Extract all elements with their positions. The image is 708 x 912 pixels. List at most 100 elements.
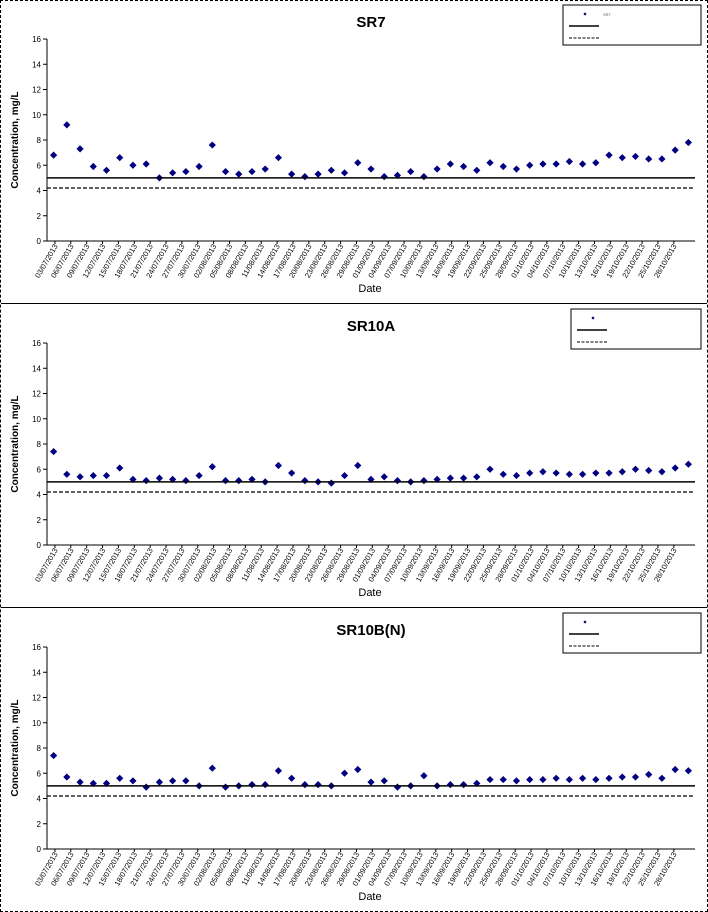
- data-point-diamond: [473, 473, 481, 481]
- data-point-diamond: [671, 765, 679, 774]
- data-point-diamond: [605, 774, 613, 782]
- legend-marker-diamond: [583, 12, 587, 16]
- data-point-diamond: [605, 151, 613, 159]
- data-point-diamond: [578, 774, 587, 782]
- data-point-diamond: [578, 470, 587, 478]
- y-axis-label: Concentration, mg/L: [10, 699, 21, 796]
- data-point-diamond: [631, 152, 640, 161]
- data-point-diamond: [539, 775, 547, 784]
- data-point-diamond: [50, 447, 58, 456]
- y-tick-label: 10: [32, 415, 41, 424]
- data-point-diamond: [116, 464, 124, 472]
- data-point-diamond: [552, 469, 560, 477]
- data-point-diamond: [221, 477, 230, 485]
- data-point-diamond: [288, 170, 296, 178]
- y-tick-label: 0: [37, 237, 42, 246]
- data-point-diamond: [526, 775, 534, 784]
- chart-panel-sr7: SR7 0 2 4 6 8 10 12 14 16 Concentration, mg/L 03/07…: [1, 1, 707, 303]
- data-point-diamond: [367, 165, 375, 173]
- data-point-diamond: [155, 474, 164, 482]
- y-tick-label: 14: [32, 364, 41, 373]
- data-point-diamond: [618, 154, 626, 162]
- data-point-diamond: [407, 167, 415, 176]
- data-point-diamond: [142, 783, 150, 791]
- data-point-diamond: [63, 470, 71, 478]
- data-point-diamond: [380, 777, 388, 785]
- data-point-diamond: [208, 463, 216, 471]
- y-tick-label: 6: [37, 161, 42, 170]
- data-point-diamond: [221, 167, 230, 176]
- data-point-diamond: [63, 121, 71, 129]
- legend-box: [570, 308, 702, 350]
- data-point-diamond: [499, 470, 507, 478]
- data-point-diamond: [169, 777, 177, 785]
- y-tick-label: 8: [37, 136, 42, 145]
- y-tick-label: 12: [32, 694, 41, 703]
- data-point-diamond: [235, 170, 243, 178]
- data-point-diamond: [116, 154, 124, 162]
- data-point-diamond: [459, 474, 468, 482]
- data-point-diamond: [512, 471, 521, 480]
- data-point-diamond: [684, 767, 692, 775]
- data-point-diamond: [340, 769, 349, 777]
- data-point-diamond: [565, 470, 573, 478]
- data-point-diamond: [393, 783, 402, 791]
- data-point-diamond: [261, 165, 269, 173]
- data-point-diamond: [526, 161, 534, 169]
- data-point-diamond: [499, 162, 507, 171]
- data-point-diamond: [248, 167, 256, 176]
- data-point-diamond: [274, 461, 283, 470]
- data-point-diamond: [658, 155, 666, 163]
- data-point-diamond: [433, 165, 441, 173]
- data-point-diamond: [380, 173, 388, 181]
- data-point-diamond: [367, 778, 375, 786]
- data-point-diamond: [76, 473, 84, 481]
- data-point-diamond: [671, 146, 679, 154]
- data-point-diamond: [565, 157, 573, 166]
- data-point-diamond: [420, 772, 428, 780]
- data-point-diamond: [499, 775, 507, 784]
- data-point-diamond: [129, 777, 137, 785]
- data-point-diamond: [76, 778, 84, 786]
- y-tick-label: 16: [32, 339, 41, 348]
- chart-title: SR10A: [347, 318, 396, 335]
- data-point-diamond: [221, 783, 230, 791]
- legend-box: [562, 612, 702, 654]
- y-tick-label: 2: [37, 516, 42, 525]
- y-tick-label: 14: [32, 668, 41, 677]
- y-tick-label: 2: [37, 212, 42, 221]
- y-tick-label: 16: [32, 35, 41, 44]
- data-point-diamond: [592, 159, 600, 167]
- data-point-diamond: [169, 169, 177, 177]
- data-point-diamond: [592, 469, 600, 477]
- data-point-diamond: [684, 138, 692, 147]
- y-tick-label: 4: [37, 187, 42, 196]
- legend-box: [562, 4, 702, 46]
- data-point-diamond: [195, 162, 203, 171]
- data-point-diamond: [539, 468, 547, 476]
- data-point-diamond: [380, 473, 388, 481]
- data-point-diamond: [552, 160, 560, 168]
- data-point-diamond: [116, 774, 124, 782]
- legend-marker-diamond: [583, 620, 587, 624]
- y-tick-label: 0: [37, 541, 42, 550]
- data-point-diamond: [89, 162, 97, 171]
- data-point-diamond: [314, 170, 322, 178]
- data-point-diamond: [155, 778, 164, 786]
- data-point-diamond: [459, 781, 468, 789]
- chart-svg: SR10B(N) 0 2 4 6 8 10 12 14 16 Concentration, mg/L…: [10, 612, 702, 903]
- data-point-diamond: [618, 468, 626, 476]
- data-point-diamond: [446, 474, 454, 482]
- data-point-diamond: [63, 773, 71, 781]
- data-point-diamond: [658, 774, 666, 782]
- y-tick-label: 6: [37, 465, 42, 474]
- chart-title: SR10B(N): [336, 622, 405, 639]
- data-point-diamond: [645, 155, 653, 163]
- data-point-diamond: [274, 767, 283, 775]
- data-point-diamond: [565, 775, 573, 784]
- data-point-diamond: [393, 477, 402, 485]
- data-point-diamond: [631, 465, 640, 473]
- y-tick-label: 12: [32, 390, 41, 399]
